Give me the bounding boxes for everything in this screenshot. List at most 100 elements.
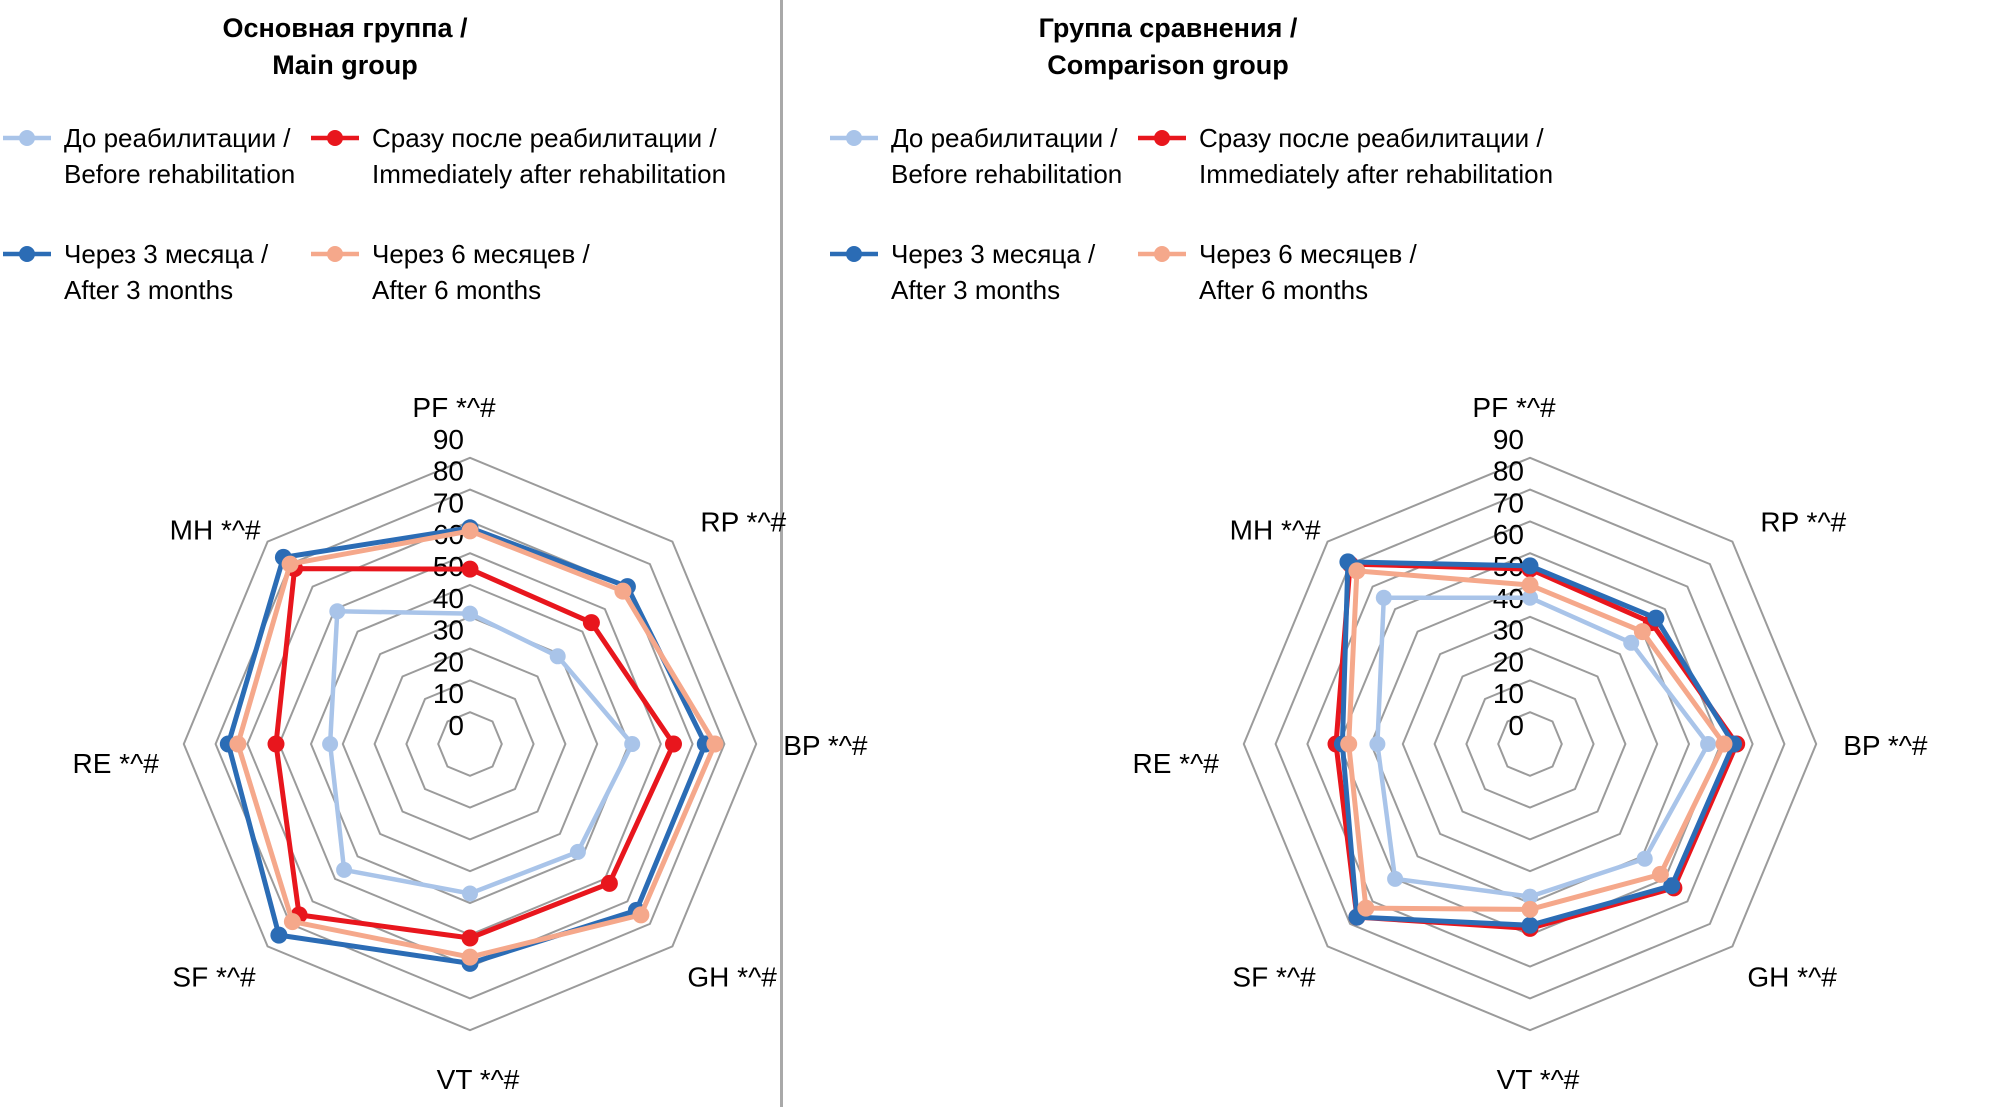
data-point-m6-mh — [1348, 562, 1366, 580]
data-point-m3-gh — [1663, 877, 1681, 895]
data-point-before-gh — [569, 843, 586, 860]
legend-item-m6-comparison: Через 6 месяцев / After 6 months — [1137, 236, 1553, 308]
data-point-before-vt — [462, 885, 478, 902]
data-point-m6-re — [1340, 735, 1358, 753]
data-point-m6-bp — [1715, 735, 1733, 753]
grid-ring-90 — [182, 456, 758, 1032]
axis-label-gh: GH *^# — [687, 961, 777, 992]
legend-item-before-comparison: До реабилитации / Before rehabilitation — [829, 120, 1137, 192]
chart-title-main: Основная группа / Main group — [45, 10, 645, 84]
axis-label-pf: PF *^# — [1472, 392, 1556, 423]
data-point-before-re — [1369, 736, 1386, 752]
grid-ring-50 — [309, 583, 631, 905]
series-line-before — [1375, 595, 1711, 899]
legend-item-after-comparison: Сразу после реабилитации / Immediately af… — [1137, 120, 1553, 192]
data-point-m6-gh — [632, 906, 650, 924]
data-point-before-pf — [462, 605, 478, 622]
legend-marker-before-icon — [830, 130, 878, 146]
data-point-m6-sf — [1357, 899, 1375, 917]
grid-ring-10 — [1497, 711, 1563, 777]
axis-label-vt: VT *^# — [1497, 1064, 1580, 1095]
data-point-before-mh — [1375, 589, 1392, 606]
chart-title-comparison-en: Comparison group — [1047, 50, 1289, 80]
legend-item-after-main: Сразу после реабилитации / Immediately af… — [310, 120, 726, 192]
legend-label-m6: Через 6 месяцев / After 6 months — [1199, 239, 1417, 305]
legend-label-m3: Через 3 месяца / After 3 months — [891, 239, 1096, 305]
radial-tick-0: 0 — [1508, 710, 1524, 741]
radial-tick-90: 90 — [433, 424, 464, 455]
grid-ring-30 — [1433, 647, 1627, 841]
grid-ring-20 — [1465, 679, 1595, 809]
chart-title-main-ru: Основная группа / — [222, 13, 468, 43]
grid-ring-40 — [341, 615, 599, 873]
legend-label-after: Сразу после реабилитации / Immediately af… — [372, 123, 727, 189]
axis-label-mh: MH *^# — [1230, 515, 1321, 546]
data-point-m3-pf — [1521, 557, 1539, 575]
data-point-before-sf — [1387, 870, 1404, 887]
axis-label-re: RE *^# — [1133, 748, 1220, 779]
grid-ring-90 — [1242, 456, 1818, 1032]
radial-tick-80: 80 — [433, 456, 464, 487]
data-point-before-sf — [336, 861, 353, 878]
radial-tick-90: 90 — [1493, 424, 1524, 455]
grid-ring-40 — [1401, 615, 1659, 873]
radial-tick-20: 20 — [433, 646, 464, 677]
data-point-m3-sf — [270, 926, 288, 944]
chart-title-comparison-ru: Группа сравнения / — [1038, 13, 1298, 43]
axis-label-sf: SF *^# — [1232, 961, 1316, 992]
data-point-after-gh — [600, 874, 618, 892]
radial-tick-70: 70 — [433, 487, 464, 518]
data-point-before-re — [322, 736, 339, 752]
legend-marker-after-icon — [1138, 130, 1186, 146]
axis-label-sf: SF *^# — [172, 961, 256, 992]
radial-tick-80: 80 — [1493, 456, 1524, 487]
radial-tick-0: 0 — [448, 710, 464, 741]
radial-tick-30: 30 — [1493, 615, 1524, 646]
axis-label-mh: MH *^# — [170, 515, 261, 546]
radial-tick-10: 10 — [1493, 678, 1524, 709]
data-point-before-bp — [624, 736, 641, 752]
data-point-m6-rp — [1633, 623, 1651, 641]
radial-tick-40: 40 — [433, 583, 464, 614]
radial-tick-50: 50 — [433, 551, 464, 582]
data-point-before-rp — [1623, 634, 1640, 651]
data-point-m6-pf — [461, 522, 479, 540]
data-point-before-pf — [1522, 589, 1538, 606]
radial-tick-10: 10 — [433, 678, 464, 709]
axis-label-re: RE *^# — [73, 748, 160, 779]
data-point-after-rp — [582, 614, 600, 632]
grid-ring-70 — [1306, 520, 1754, 968]
axis-label-vt: VT *^# — [437, 1064, 520, 1095]
data-point-before-mh — [329, 603, 346, 620]
legend-main: До реабилитации / Before rehabilitation Ср… — [2, 120, 726, 308]
radial-tick-20: 20 — [1493, 646, 1524, 677]
legend-label-before: До реабилитации / Before rehabilitation — [64, 123, 296, 189]
radial-tick-70: 70 — [1493, 487, 1524, 518]
axis-label-bp: BP *^# — [1843, 730, 1928, 761]
data-point-m6-bp — [706, 735, 724, 753]
data-point-after-bp — [665, 735, 682, 753]
grid-ring-20 — [405, 679, 535, 809]
data-point-m6-pf — [1521, 576, 1539, 594]
data-point-m3-vt — [1521, 916, 1539, 934]
legend-label-m6: Через 6 месяцев / After 6 months — [372, 239, 590, 305]
axis-label-bp: BP *^# — [783, 730, 868, 761]
legend-item-before-main: До реабилитации / Before rehabilitation — [2, 120, 310, 192]
legend-item-m3-main: Через 3 месяца / After 3 months — [2, 236, 310, 308]
axis-label-rp: RP *^# — [1760, 507, 1846, 538]
chart-title-main-en: Main group — [272, 50, 418, 80]
legend-marker-after-icon — [311, 130, 359, 146]
radial-tick-30: 30 — [433, 615, 464, 646]
data-point-m6-sf — [283, 913, 301, 931]
legend-label-before: До реабилитации / Before rehabilitation — [891, 123, 1123, 189]
data-point-m6-vt — [461, 948, 479, 966]
data-point-m6-gh — [1651, 865, 1669, 883]
data-point-after-vt — [461, 929, 479, 947]
legend-label-m3: Через 3 месяца / After 3 months — [64, 239, 269, 305]
series-line-m3 — [1339, 559, 1736, 928]
legend-item-m6-main: Через 6 месяцев / After 6 months — [310, 236, 726, 308]
data-point-m3-rp — [1647, 609, 1665, 627]
